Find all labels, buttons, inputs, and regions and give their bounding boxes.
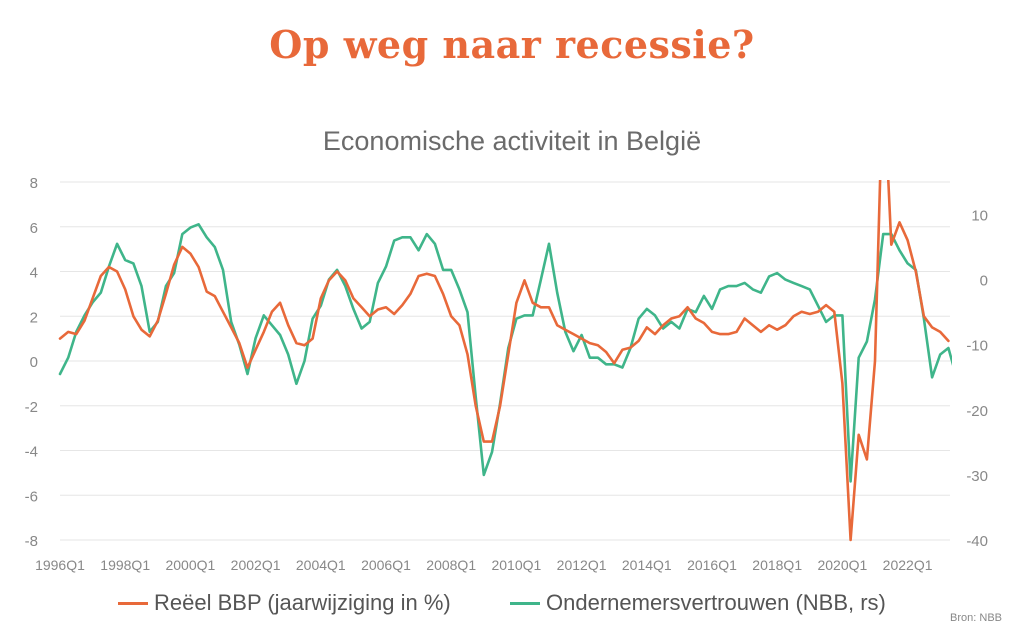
- right-tick-label: -20: [966, 403, 988, 420]
- right-tick-label: -30: [966, 468, 988, 485]
- left-tick-label: -6: [25, 488, 38, 505]
- right-tick-label: 10: [971, 208, 988, 225]
- x-tick-label: 2006Q1: [361, 557, 411, 573]
- right-tick-label: 0: [980, 273, 988, 290]
- left-tick-label: 4: [30, 265, 38, 282]
- right-tick-label: -10: [966, 338, 988, 355]
- chart-title: Economische activiteit in België: [322, 126, 702, 156]
- series-line-bbp: [58, 180, 950, 542]
- x-tick-label: 2008Q1: [426, 557, 476, 573]
- left-axis-ticks: -8 -6 -4 -2 0 2 4 6 8: [25, 175, 38, 550]
- legend-swatch-vertrouwen: [510, 601, 540, 605]
- left-tick-label: -4: [25, 444, 38, 461]
- x-tick-label: 2014Q1: [622, 557, 672, 573]
- legend-item-bbp: Reëel BBP (jaarwijziging in %): [118, 590, 451, 616]
- left-tick-label: 2: [30, 309, 38, 326]
- grid: [60, 181, 950, 541]
- legend-item-vertrouwen: Ondernemersvertrouwen (NBB, rs): [510, 590, 886, 616]
- legend: Reëel BBP (jaarwijziging in %) Onderneme…: [0, 590, 1024, 622]
- x-tick-label: 1998Q1: [100, 557, 150, 573]
- left-tick-label: -8: [25, 533, 38, 550]
- legend-label-bbp: Reëel BBP (jaarwijziging in %): [154, 590, 451, 615]
- x-tick-label: 2020Q1: [817, 557, 867, 573]
- x-tick-label: 2018Q1: [752, 557, 802, 573]
- x-tick-label: 2022Q1: [883, 557, 933, 573]
- x-tick-label: 2000Q1: [165, 557, 215, 573]
- x-tick-label: 2004Q1: [296, 557, 346, 573]
- x-tick-label: 2002Q1: [231, 557, 281, 573]
- series-lines: [58, 180, 952, 542]
- x-tick-label: 2016Q1: [687, 557, 737, 573]
- left-tick-label: 6: [30, 220, 38, 237]
- legend-label-vertrouwen: Ondernemersvertrouwen (NBB, rs): [546, 590, 886, 615]
- left-tick-label: 8: [30, 175, 38, 192]
- right-tick-label: -40: [966, 533, 988, 550]
- source-note: Bron: NBB: [950, 612, 1002, 624]
- x-tick-label: 2010Q1: [491, 557, 541, 573]
- left-tick-label: 0: [30, 354, 38, 371]
- x-tick-label: 2012Q1: [557, 557, 607, 573]
- right-axis-ticks: -40 -30 -20 -10 0 10: [966, 208, 988, 550]
- left-tick-label: -2: [25, 399, 38, 416]
- x-tick-label: 1996Q1: [35, 557, 85, 573]
- headline: Op weg naar recessie?: [269, 22, 755, 67]
- legend-swatch-bbp: [118, 601, 148, 605]
- x-axis-ticks: 1996Q1 1998Q1 2000Q1 2002Q1 2004Q1 2006Q1 2008…: [35, 557, 933, 573]
